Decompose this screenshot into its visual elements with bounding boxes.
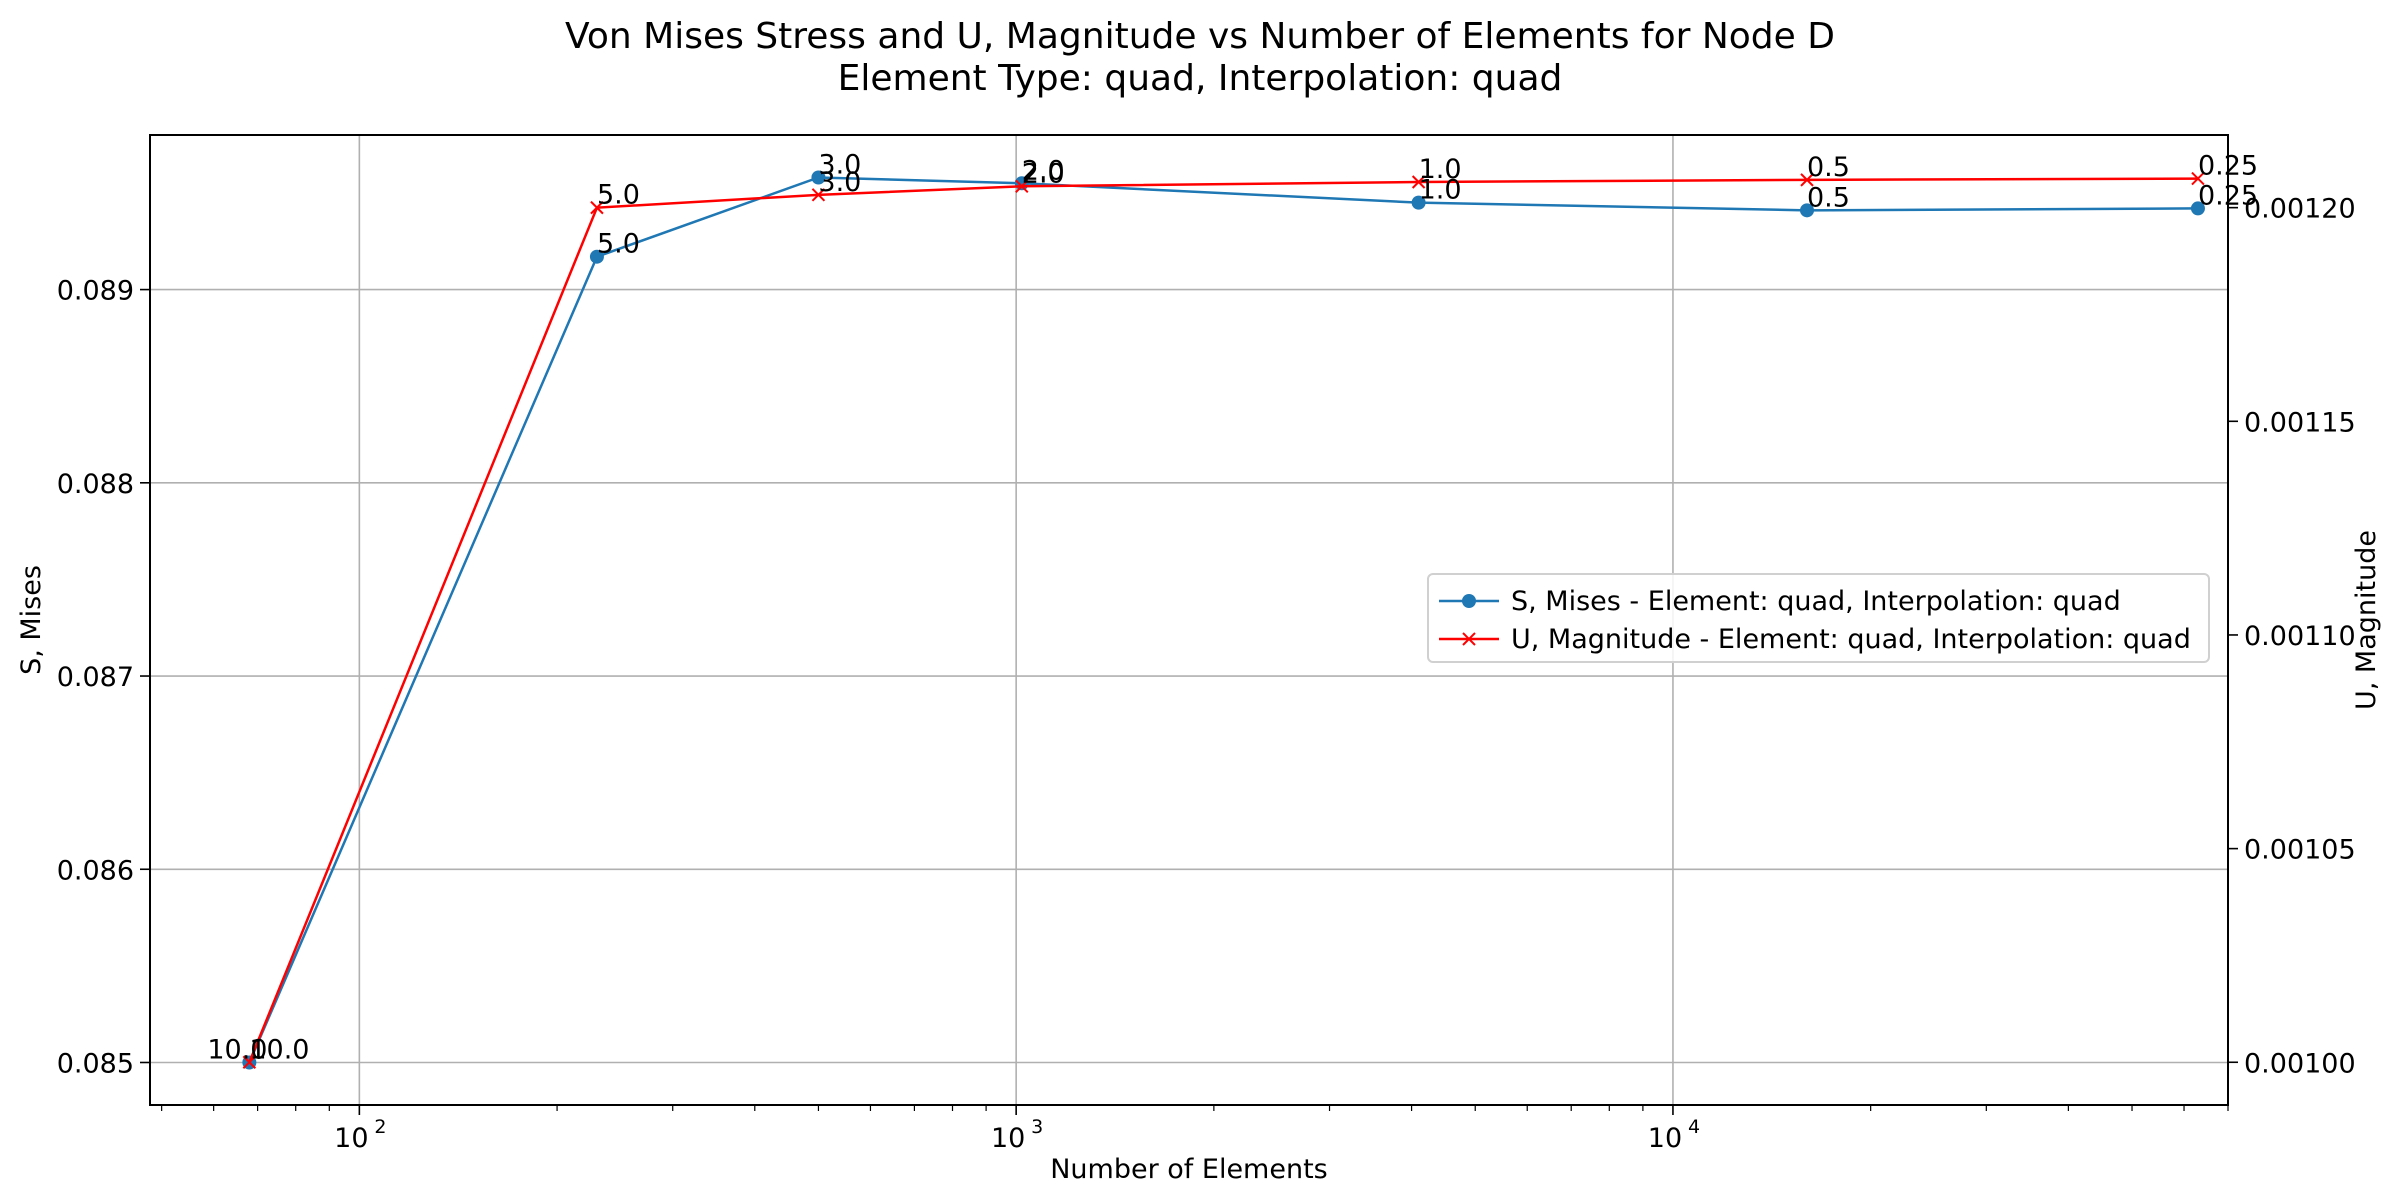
y-axis-label-right: U, Magnitude: [2351, 530, 2382, 710]
data-label: 1.0: [1419, 154, 1462, 185]
data-label: 0.5: [1807, 182, 1850, 213]
x-marker-stroke: [590, 200, 604, 215]
data-label: 2.0: [1022, 155, 1065, 186]
data-label: 3.0: [818, 150, 861, 181]
legend-entry-u-magnitude: U, Magnitude - Element: quad, Interpolat…: [1429, 621, 2191, 657]
legend-label: U, Magnitude - Element: quad, Interpolat…: [1511, 623, 2191, 655]
legend-swatch-x-icon: [1439, 632, 1499, 646]
series-1-point: [242, 1055, 257, 1069]
plot-frame: [149, 134, 2229, 1106]
chart-title: Von Mises Stress and U, Magnitude vs Num…: [565, 16, 1835, 57]
x-tick-label: 10: [1648, 1123, 1682, 1154]
data-label: 5.0: [597, 229, 640, 260]
legend: S, Mises - Element: quad, Interpolation:…: [1427, 573, 2210, 663]
y-tick-label-left: 0.088: [57, 469, 134, 500]
y-tick-label-right: 0.00105: [2244, 835, 2356, 866]
y-tick-label-right: 0.00100: [2244, 1048, 2356, 1079]
y-axis-label-left: S, Mises: [16, 565, 47, 675]
grid-lines: [150, 135, 2228, 1105]
data-label: 5.0: [597, 180, 640, 211]
x-tick-label-exponent: 2: [374, 1116, 386, 1138]
y-tick-label-right: 0.00110: [2244, 621, 2356, 652]
x-tick-label-exponent: 3: [1031, 1116, 1043, 1138]
x-marker-stroke: [1015, 179, 1029, 193]
y-tick-label-left: 0.086: [57, 855, 134, 886]
y-tick-label-left: 0.085: [57, 1048, 134, 1079]
data-label: 2.0: [1022, 158, 1065, 189]
data-label: 10.0: [249, 1034, 309, 1065]
series-1-point: [2191, 171, 2205, 186]
series-1-point: [1800, 173, 1814, 187]
x-axis-label: Number of Elements: [1050, 1154, 1328, 1185]
x-marker-stroke: [2191, 171, 2205, 186]
series-0-point: [589, 249, 604, 264]
x-tick-label: 10: [334, 1123, 368, 1154]
series-1-point: [1411, 175, 1426, 189]
series-0-point: [2190, 201, 2205, 216]
series-1-point: [1015, 179, 1029, 193]
series-1-point: [590, 200, 604, 215]
axes-layer: 10 2 10 3 10 4 0.085 0.086 0.087 0.088 0.089 0.0010…: [57, 194, 2356, 1154]
x-tick-label-exponent: 4: [1688, 1116, 1700, 1138]
x-marker-stroke: [242, 1055, 257, 1069]
y-tick-label-left: 0.089: [57, 276, 134, 307]
y-tick-label-right: 0.00115: [2244, 407, 2356, 438]
y-tick-label-left: 0.087: [57, 662, 134, 693]
data-label: 1.0: [1419, 175, 1462, 206]
series-1-point: [811, 188, 826, 202]
x-marker-stroke: [811, 188, 826, 202]
y-tick-label-right: 0.00120: [2244, 194, 2356, 225]
chart-subtitle: Element Type: quad, Interpolation: quad: [837, 58, 1563, 99]
series-0-point: [811, 170, 826, 185]
series-layer: [242, 170, 2205, 1070]
x-marker-stroke: [1800, 173, 1814, 187]
legend-entry-s-mises: S, Mises - Element: quad, Interpolation:…: [1429, 583, 2121, 619]
legend-swatch-circle-icon: [1439, 594, 1499, 608]
series-0-point: [1411, 195, 1426, 210]
data-label: 10.0: [207, 1034, 267, 1065]
series-0-point: [1800, 203, 1815, 218]
x-marker-stroke: [1411, 175, 1426, 189]
legend-label: S, Mises - Element: quad, Interpolation:…: [1511, 585, 2121, 617]
x-tick-label: 10: [991, 1123, 1025, 1154]
data-label: 0.5: [1807, 152, 1850, 183]
data-label: 3.0: [818, 167, 861, 198]
